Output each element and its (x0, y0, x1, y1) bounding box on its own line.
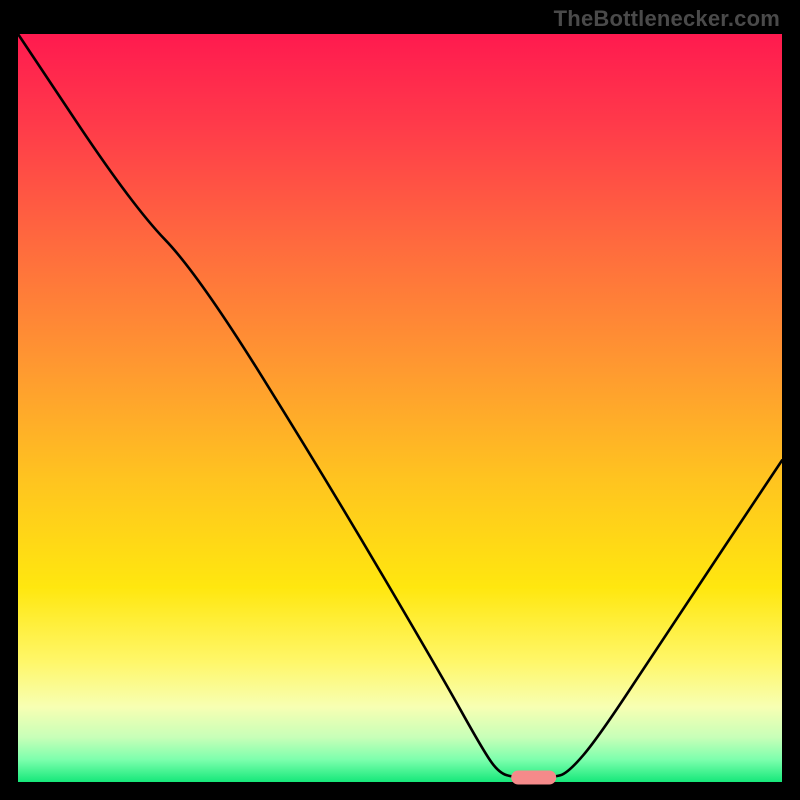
chart-container: TheBottlenecker.com (0, 0, 800, 800)
watermark-text: TheBottlenecker.com (554, 6, 780, 32)
bottleneck-chart (0, 0, 800, 800)
optimal-zone-marker (511, 771, 556, 785)
chart-plot-area (18, 34, 782, 782)
